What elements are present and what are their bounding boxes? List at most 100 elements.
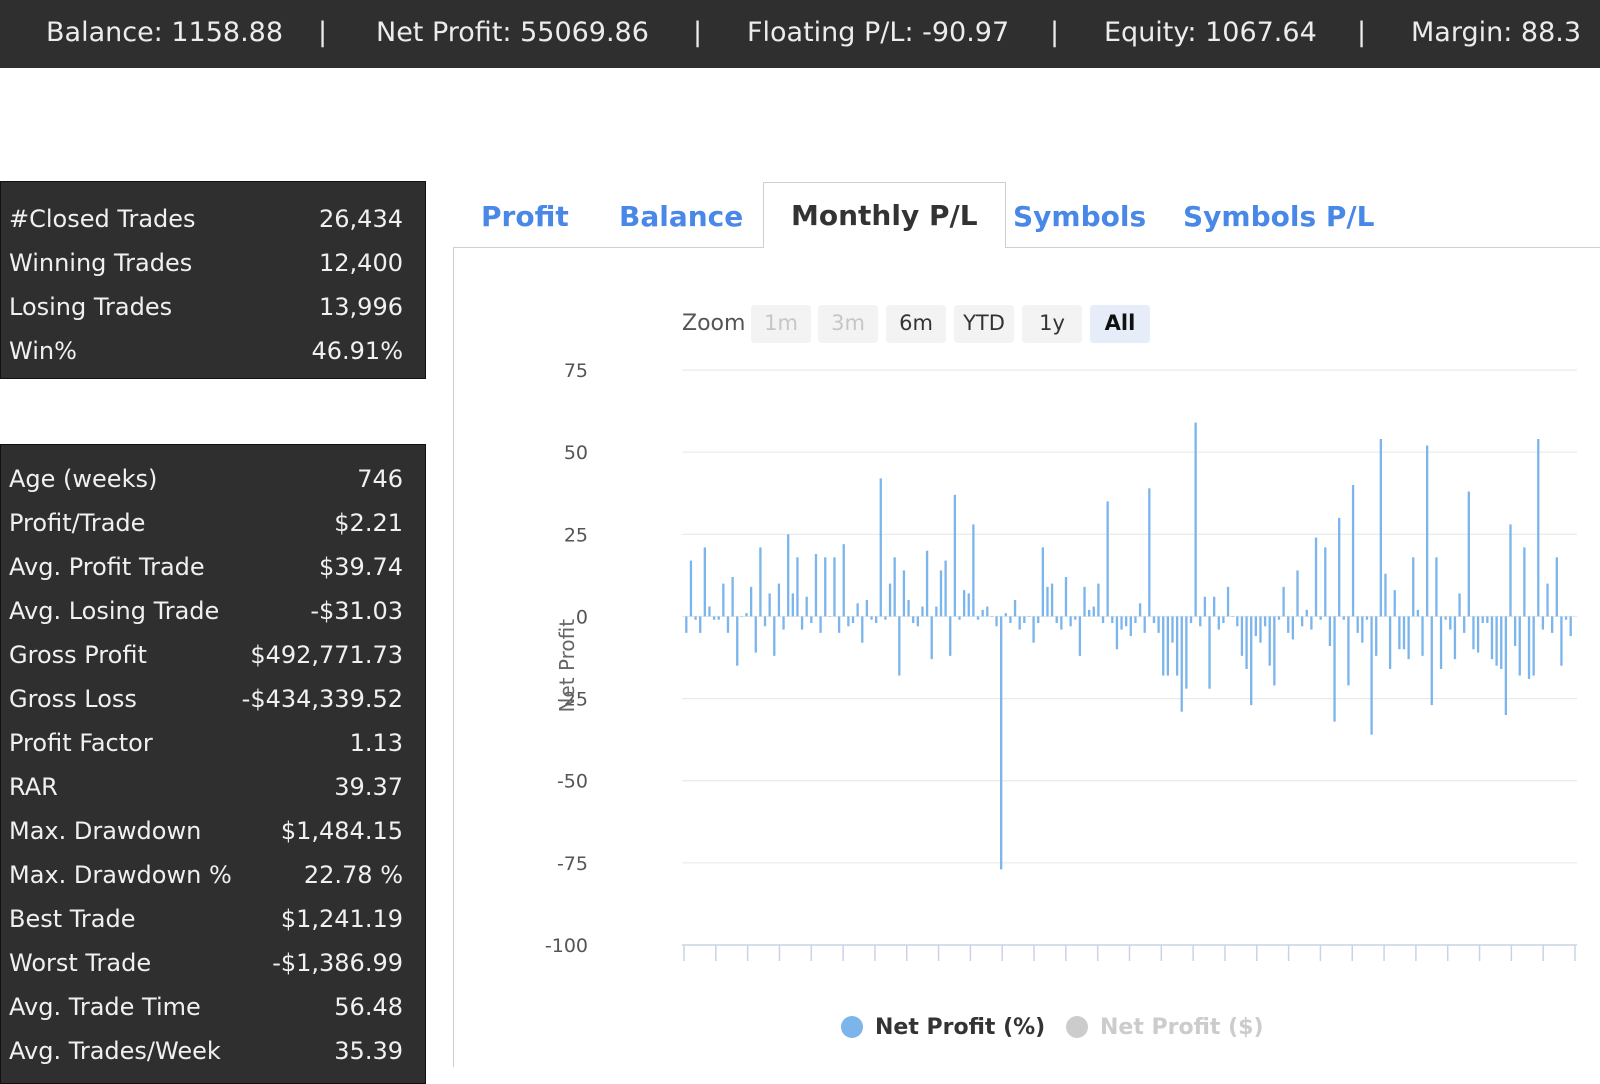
- bar: [953, 494, 957, 617]
- bar: [1092, 606, 1095, 617]
- bar: [1523, 547, 1526, 617]
- stat-row: Profit Factor 1.13: [1, 721, 425, 765]
- bar: [1555, 557, 1558, 617]
- bar: [1384, 573, 1387, 617]
- bar: [1254, 616, 1257, 637]
- balance-text: Balance: 1158.88: [46, 17, 284, 48]
- stat-value: 1.13: [349, 729, 403, 757]
- stat-label: RAR: [9, 773, 58, 801]
- tab-symbols-pl[interactable]: Symbols P/L: [1183, 200, 1375, 233]
- stat-row: RAR 39.37: [1, 765, 425, 809]
- stat-label: Profit Factor: [9, 729, 153, 757]
- y-tick-label: 75: [564, 360, 588, 382]
- stat-value: -$434,339.52: [241, 685, 403, 713]
- stat-row: Avg. Losing Trade -$31.03: [1, 589, 425, 633]
- tab-monthly-pl[interactable]: Monthly P/L: [763, 182, 1006, 248]
- bar: [694, 616, 697, 620]
- stat-value: 22.78 %: [303, 861, 403, 889]
- bar: [1101, 616, 1105, 623]
- bar: [814, 554, 818, 617]
- floating-pl-text: Floating P/L: -90.97: [747, 17, 1010, 48]
- tab-symbols[interactable]: Symbols: [1013, 200, 1147, 233]
- bar: [1333, 616, 1336, 722]
- y-tick-label: -100: [545, 935, 588, 957]
- zoom-1y-button[interactable]: 1y: [1022, 305, 1082, 343]
- bar: [1296, 570, 1299, 617]
- account-stats-panel: Age (weeks) 746 Profit/Trade $2.21 Avg. Prof…: [0, 444, 426, 1084]
- bar: [921, 606, 924, 617]
- zoom-ytd-button[interactable]: YTD: [954, 305, 1014, 343]
- bar: [842, 544, 845, 617]
- stat-value: 46.91%: [311, 337, 403, 365]
- bar: [1087, 609, 1091, 617]
- bar: [986, 606, 989, 617]
- stat-label: #Closed Trades: [9, 205, 196, 233]
- bar: [1379, 439, 1383, 617]
- legend-net-profit-usd[interactable]: Net Profit ($): [1066, 1015, 1264, 1040]
- bar: [1004, 613, 1007, 617]
- stat-row: Avg. Trades/Week 35.39: [1, 1029, 425, 1073]
- y-tick-label: 25: [564, 524, 588, 546]
- bar: [1324, 547, 1327, 617]
- bar: [1314, 537, 1318, 617]
- bar: [990, 616, 994, 617]
- margin-text: Margin: 88.3: [1411, 17, 1582, 48]
- zoom-all-button[interactable]: All: [1090, 305, 1150, 343]
- bar: [1185, 616, 1188, 689]
- stat-value: 39.37: [334, 773, 403, 801]
- bar: [1245, 616, 1248, 669]
- bar: [1143, 616, 1146, 633]
- bar: [1037, 616, 1040, 623]
- tab-balance[interactable]: Balance: [619, 200, 744, 233]
- stat-row: Gross Loss -$434,339.52: [1, 677, 425, 721]
- stat-label: Max. Drawdown: [9, 817, 202, 845]
- bar: [1078, 616, 1082, 656]
- zoom-1m-button[interactable]: 1m: [751, 305, 811, 343]
- bar: [1000, 616, 1003, 870]
- legend-label: Net Profit (%): [875, 1015, 1046, 1040]
- trade-stats-panel: #Closed Trades 26,434 Winning Trades 12,400…: [0, 181, 426, 379]
- bar: [1527, 616, 1531, 679]
- stat-row: Avg. Profit Trade $39.74: [1, 545, 425, 589]
- bar: [1074, 616, 1077, 620]
- bar: [1013, 600, 1017, 617]
- bar: [1273, 616, 1276, 686]
- separator: |: [1357, 17, 1367, 48]
- zoom-6m-button[interactable]: 6m: [886, 305, 946, 343]
- account-summary-bar: Balance: 1158.88 | Net Profit: 55069.86 …: [0, 0, 1600, 68]
- bar: [736, 616, 739, 666]
- bar: [768, 593, 771, 617]
- legend-net-profit-pct[interactable]: Net Profit (%): [841, 1015, 1045, 1040]
- separator: |: [1050, 17, 1060, 48]
- chart-panel-border: [453, 247, 454, 1067]
- bar: [1509, 524, 1512, 617]
- bar: [819, 616, 822, 633]
- zoom-label: Zoom: [682, 311, 746, 336]
- bar: [944, 560, 947, 617]
- bar: [898, 616, 901, 676]
- bar: [1495, 616, 1498, 666]
- bar: [1375, 616, 1378, 656]
- bar: [1134, 616, 1137, 623]
- stat-label: Avg. Losing Trade: [9, 597, 220, 625]
- bar: [870, 616, 873, 620]
- bar: [810, 616, 813, 623]
- stat-label: Avg. Trades/Week: [9, 1037, 221, 1065]
- bar: [967, 593, 970, 617]
- bar: [1458, 593, 1461, 617]
- y-tick-label: -75: [557, 853, 588, 875]
- legend-dot-icon: [1066, 1016, 1088, 1038]
- bar: [1361, 616, 1364, 643]
- y-tick-label: -50: [557, 771, 588, 793]
- bar: [745, 613, 748, 617]
- tab-profit[interactable]: Profit: [481, 200, 569, 233]
- bar: [1106, 501, 1109, 617]
- bar: [1129, 616, 1132, 637]
- bar: [1069, 616, 1072, 627]
- stat-row: Gross Profit $492,771.73: [1, 633, 425, 677]
- bar: [1430, 616, 1433, 706]
- bar: [1152, 616, 1156, 623]
- zoom-3m-button[interactable]: 3m: [818, 305, 878, 343]
- bar: [1222, 616, 1225, 623]
- bar: [1125, 616, 1128, 627]
